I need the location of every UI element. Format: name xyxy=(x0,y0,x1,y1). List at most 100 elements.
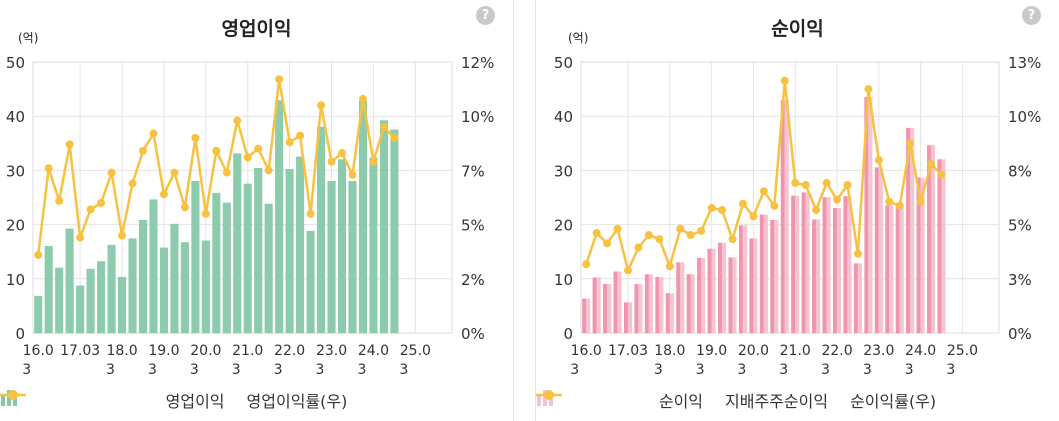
bar xyxy=(826,197,831,334)
y-tick-label: 30 xyxy=(6,162,25,180)
line-point xyxy=(233,116,242,125)
bar xyxy=(836,208,842,334)
bar xyxy=(596,277,601,334)
bar xyxy=(686,274,691,334)
bar xyxy=(774,220,779,334)
line-point xyxy=(34,250,43,259)
bar xyxy=(306,230,315,334)
bar xyxy=(738,225,744,334)
bar xyxy=(749,238,754,334)
line-point xyxy=(275,75,284,84)
bar xyxy=(34,295,43,334)
line-point xyxy=(243,153,252,162)
bar xyxy=(592,277,597,334)
x-tick-label: 16.0 3 xyxy=(570,343,602,378)
line-point xyxy=(927,160,936,169)
bar xyxy=(644,274,650,334)
bar xyxy=(55,267,64,334)
y-tick-label: 0 xyxy=(563,325,573,343)
bar xyxy=(317,126,326,334)
bar xyxy=(676,262,681,334)
bar xyxy=(707,248,712,334)
bar xyxy=(327,180,336,334)
bar xyxy=(753,238,758,334)
line-point xyxy=(180,203,189,212)
legend: 순이익 지배주주순이익 순이익률(우) xyxy=(536,388,1059,412)
line-point xyxy=(306,209,315,218)
line-point xyxy=(843,180,852,189)
y2-tick-label: 13% xyxy=(1008,54,1041,72)
legend-label: 영업이익 xyxy=(165,392,225,411)
line-point xyxy=(285,138,294,147)
line-point xyxy=(770,201,779,210)
line-point xyxy=(379,123,388,132)
bar xyxy=(358,100,367,334)
bar xyxy=(759,214,765,334)
help-icon[interactable]: ? xyxy=(1022,6,1041,25)
bar xyxy=(638,283,643,334)
line-point xyxy=(149,129,158,138)
legend-item-net-margin[interactable]: 순이익률(우) xyxy=(536,388,936,412)
bar xyxy=(659,276,664,334)
x-tick-label: 24.0 3 xyxy=(905,343,937,378)
legend-label: 순이익 xyxy=(658,392,704,411)
bar xyxy=(899,207,904,334)
line-point xyxy=(603,239,612,248)
bar xyxy=(369,157,378,334)
y-tick-label: 40 xyxy=(554,108,573,126)
line-point xyxy=(338,149,347,158)
bar xyxy=(853,263,859,334)
help-icon[interactable]: ? xyxy=(476,6,495,25)
y2-tick-label: 5% xyxy=(1008,217,1032,235)
line-point xyxy=(76,233,85,242)
line-point xyxy=(390,133,399,142)
x-tick-label: 17.03 xyxy=(608,343,648,359)
legend-item-net-income[interactable]: 순이익 xyxy=(537,388,704,412)
legend-item-operating-margin[interactable]: 영업이익률(우) xyxy=(0,388,347,412)
line-point xyxy=(874,155,883,164)
bar xyxy=(254,167,263,334)
x-tick-label: 25.0 3 xyxy=(399,343,431,378)
bar xyxy=(941,159,946,334)
line-point xyxy=(86,205,95,214)
x-tick-label: 19.0 3 xyxy=(696,343,728,378)
bar xyxy=(285,169,294,334)
bar xyxy=(812,219,817,334)
line-point xyxy=(686,231,695,240)
bar xyxy=(606,283,612,334)
line-point xyxy=(222,168,231,177)
y-tick-label: 20 xyxy=(554,217,573,235)
operating-profit-panel: 영업이익 ? (억) 0 0% 10 2% 20 5% 30 7% 40 10% 50 12% 16.0… xyxy=(0,0,514,421)
bar xyxy=(348,180,357,334)
bar xyxy=(390,129,399,334)
line-point xyxy=(665,262,674,271)
bar xyxy=(805,192,810,334)
bar xyxy=(937,159,942,334)
legend-item-controlling-net-income[interactable]: 지배주주순이익 xyxy=(537,388,828,412)
bar xyxy=(885,205,890,334)
bar xyxy=(118,276,127,334)
bar xyxy=(801,192,806,334)
bar xyxy=(742,225,747,334)
line-point xyxy=(624,266,633,275)
bar xyxy=(669,293,674,334)
x-tick-label: 22.0 3 xyxy=(274,343,306,378)
bar xyxy=(889,205,894,334)
line-point xyxy=(201,209,210,218)
bar xyxy=(97,261,106,334)
bar xyxy=(296,156,305,334)
line-legend-icon xyxy=(536,390,562,400)
line-legend-icon xyxy=(0,390,26,400)
y-tick-label: 30 xyxy=(554,162,573,180)
plot-border xyxy=(580,61,1000,334)
bar xyxy=(212,192,221,334)
legend-item-operating-profit[interactable]: 영업이익 xyxy=(1,388,225,412)
line-point xyxy=(801,180,810,189)
x-tick-label: 20.0 3 xyxy=(737,343,769,378)
line-point xyxy=(358,94,367,103)
line-point xyxy=(822,178,831,187)
bar xyxy=(86,268,95,334)
line-point xyxy=(937,170,946,179)
line-point xyxy=(864,85,873,94)
bar xyxy=(76,285,85,334)
